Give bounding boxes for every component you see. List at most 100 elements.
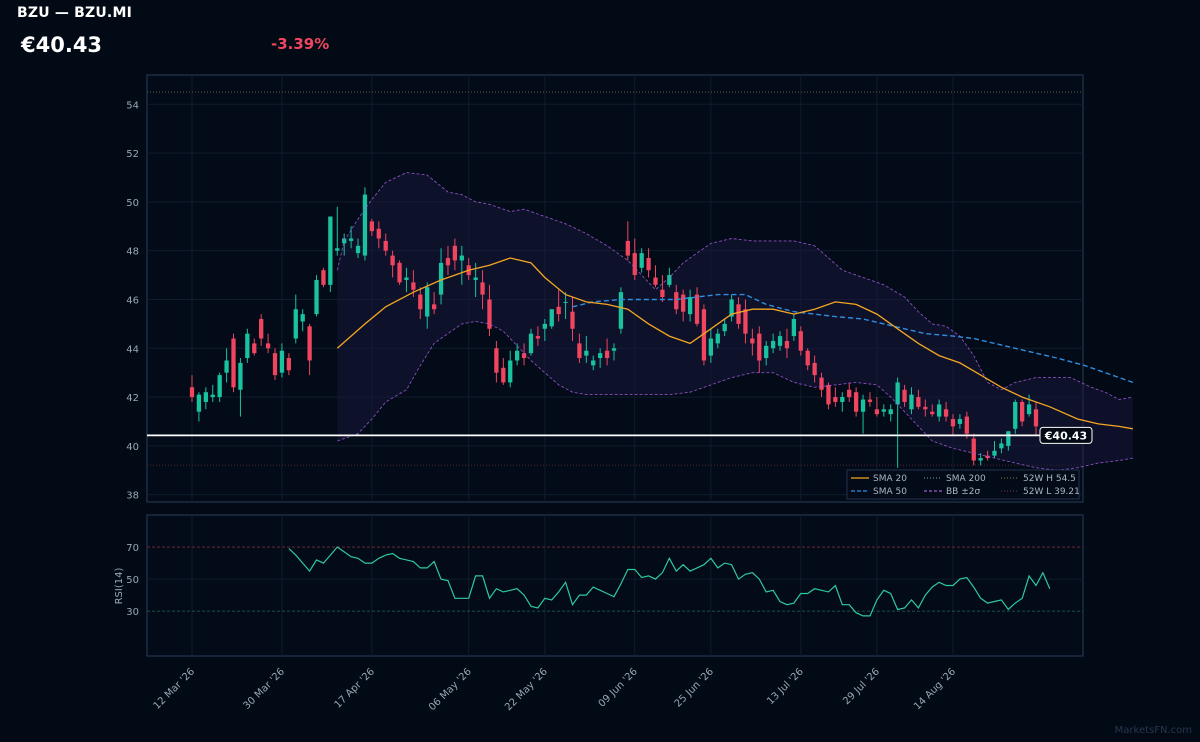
candle [272,348,278,380]
candle-body [348,238,354,241]
candle-body [957,419,963,424]
candle-body [272,353,278,376]
y-tick-label: 44 [126,344,139,355]
candle-body [369,221,375,232]
candle-body [694,294,700,324]
candle [418,287,423,319]
candle [231,333,236,393]
candle [286,353,291,376]
candle [535,326,541,346]
candle [964,411,969,439]
candle-body [791,319,797,337]
candle [217,372,222,402]
candle-body [784,340,790,349]
candle-body [805,350,810,366]
candle [300,309,305,332]
legend: SMA 20 SMA 200 52W H 54.5 SMA 50 BB ±2σ 52W L… [846,469,1080,500]
legend-label: 52W L 39.21 [1023,487,1080,497]
candle-body [224,360,229,373]
candle-body [265,343,271,349]
candle [279,343,285,378]
candle-body [943,409,949,417]
candle-body [390,255,395,266]
candle-body [556,306,561,315]
candle [210,384,215,402]
candle [708,328,713,363]
candle-body [611,348,617,351]
candle-body [826,384,831,405]
candle-body [1026,404,1032,415]
candle [860,394,866,434]
candle-body [729,299,734,317]
rsi-y-tick: 30 [126,607,139,618]
y-tick-label: 48 [126,247,139,258]
candle [950,414,956,437]
candle [556,289,561,322]
candle [445,245,451,276]
candle [847,382,852,402]
candle [791,314,797,341]
candle [528,328,534,356]
candle-body [833,397,838,402]
candle [916,389,921,410]
candle [625,221,630,261]
candle [632,238,637,280]
candle [521,343,527,366]
candle-body [362,194,368,256]
candle-body [639,253,644,268]
candle-body [667,275,672,285]
candle [480,270,485,310]
candle-body [425,287,430,317]
candle [196,392,202,422]
candle-body [708,338,713,356]
rsi-panel-frame [146,514,1084,657]
candle-body [1013,401,1018,429]
candle [259,314,264,346]
candle [653,265,658,288]
candle-body [515,350,520,361]
indicator-overlays: €40.43 [147,172,1134,471]
candle-body [231,338,236,388]
bb-upper-line [336,172,1133,400]
candle-body [674,292,679,310]
candle-body [549,309,554,327]
candle [971,433,976,466]
candle-body [632,253,637,276]
candle [833,387,838,407]
candle [203,387,208,410]
bb-lower-line [337,320,1133,471]
candle-body [1006,431,1011,446]
candle-body [501,367,506,383]
candle-body [937,404,942,417]
candle [681,289,686,322]
price-panel-frame [146,74,1084,503]
candle [937,399,942,422]
y-tick-label: 50 [126,198,139,209]
y-tick-label: 42 [126,393,139,404]
rsi-y-tick: 50 [126,575,139,586]
price-change: -3.39% [271,35,330,53]
watermark: MarketsFN.com [1114,725,1192,736]
candle [376,221,381,249]
sma20-line [336,257,1134,430]
x-tick-label: 12 Mar '26 [152,666,198,712]
rsi-axis-label: RSI(14) [114,568,125,605]
candle-body [335,248,340,251]
candle [687,289,693,322]
last-price-box [1039,426,1093,444]
x-tick-label: 17 Apr '26 [333,666,377,710]
candle [1020,399,1025,427]
candle-body [286,358,291,371]
x-tick-label: 30 Mar '26 [241,666,287,712]
x-tick-label: 14 Aug '26 [912,666,958,712]
candle [999,438,1004,454]
x-tick-label: 13 Jul '26 [765,666,806,707]
candle [888,404,893,422]
candle-body [881,409,886,412]
candle [362,187,368,261]
candle-body [625,240,630,256]
candle-body [895,382,900,405]
candle [805,348,810,371]
candle [715,328,720,349]
candle-body [660,289,665,298]
